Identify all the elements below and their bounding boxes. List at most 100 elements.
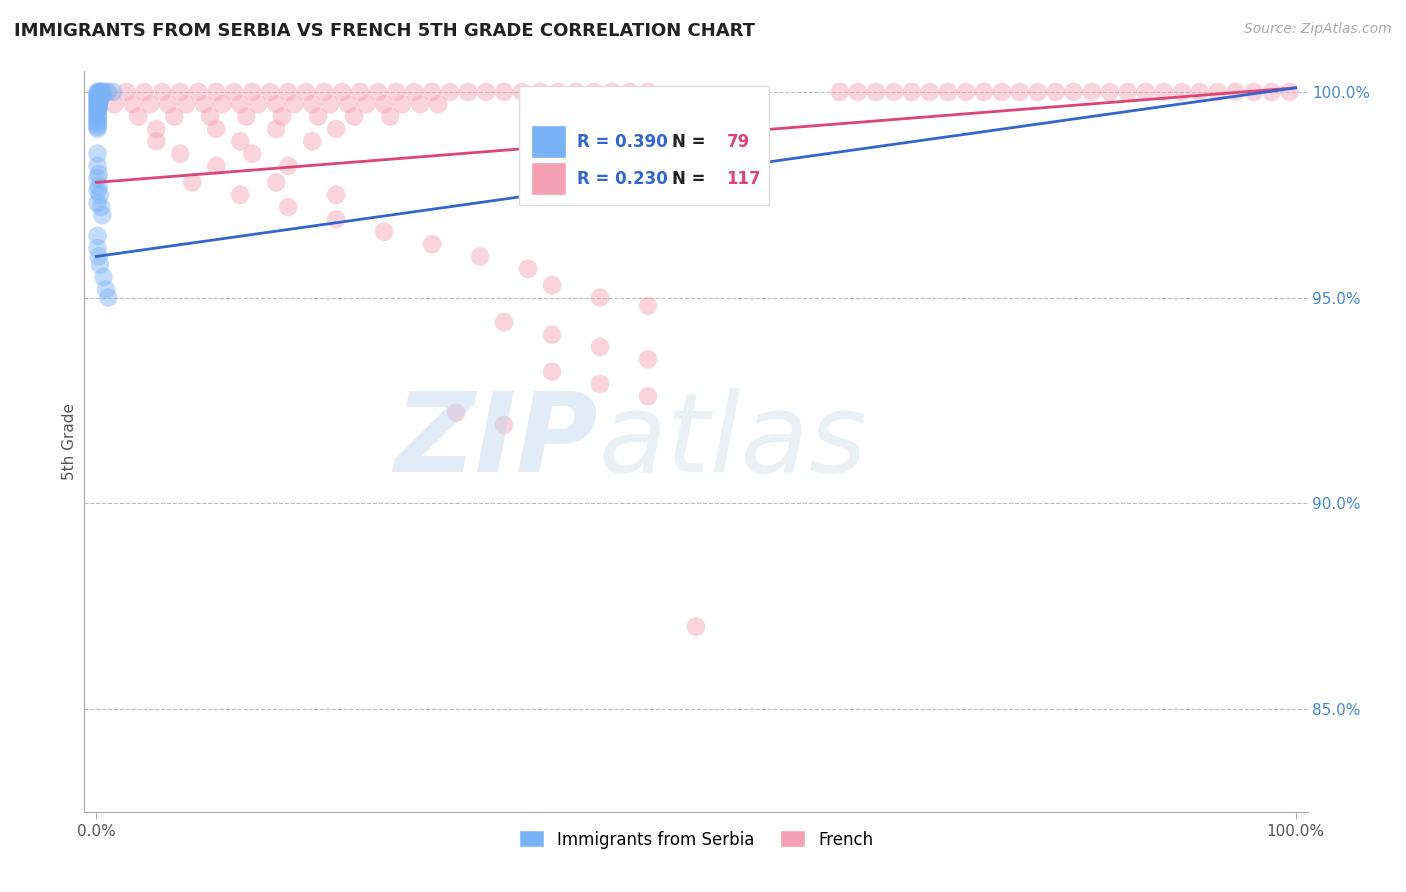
Point	[96, 85, 118, 99]
Point	[86, 110, 108, 124]
Point	[139, 97, 162, 112]
Point	[91, 208, 114, 222]
Point	[301, 134, 323, 148]
Point	[240, 85, 263, 99]
Point	[330, 85, 353, 99]
Point	[846, 85, 869, 99]
Point	[211, 97, 233, 112]
Point	[229, 97, 252, 112]
Point	[277, 200, 299, 214]
Point	[86, 122, 108, 136]
Point	[89, 87, 111, 101]
Point	[94, 282, 117, 296]
Point	[101, 85, 124, 99]
Point	[87, 250, 110, 264]
Point	[494, 418, 516, 433]
Point	[86, 89, 108, 103]
Point	[901, 85, 924, 99]
Point	[86, 120, 108, 134]
Point	[97, 291, 120, 305]
FancyBboxPatch shape	[531, 162, 567, 195]
Point	[307, 110, 329, 124]
Point	[1008, 85, 1031, 99]
Point	[115, 85, 138, 99]
Point	[391, 97, 413, 112]
Point	[619, 85, 641, 99]
Point	[87, 95, 110, 110]
Point	[301, 97, 323, 112]
Point	[97, 85, 120, 99]
Point	[87, 179, 110, 194]
Point	[444, 406, 467, 420]
Point	[259, 85, 281, 99]
Point	[955, 85, 977, 99]
Point	[134, 85, 156, 99]
Text: N =: N =	[672, 133, 704, 151]
Point	[367, 85, 389, 99]
Point	[1063, 85, 1085, 99]
Point	[87, 167, 110, 181]
Point	[589, 376, 612, 391]
Point	[277, 159, 299, 173]
Point	[235, 110, 257, 124]
Point	[420, 85, 443, 99]
Point	[271, 110, 294, 124]
Point	[1278, 85, 1301, 99]
Point	[89, 93, 111, 107]
Point	[380, 110, 402, 124]
Point	[157, 97, 180, 112]
Point	[145, 122, 167, 136]
Point	[349, 85, 371, 99]
Point	[264, 97, 287, 112]
Point	[174, 97, 197, 112]
Point	[589, 291, 612, 305]
Point	[240, 146, 263, 161]
Point	[86, 184, 108, 198]
Point	[86, 171, 108, 186]
Point	[314, 85, 336, 99]
Point	[1188, 85, 1211, 99]
Point	[637, 389, 659, 403]
Point	[169, 146, 191, 161]
Point	[89, 85, 111, 99]
Point	[1026, 85, 1049, 99]
Point	[103, 97, 125, 112]
Point	[205, 159, 228, 173]
Point	[373, 97, 395, 112]
Point	[565, 85, 588, 99]
Point	[91, 85, 114, 99]
Point	[163, 110, 186, 124]
Point	[883, 85, 905, 99]
Point	[1135, 85, 1157, 99]
Text: Source: ZipAtlas.com: Source: ZipAtlas.com	[1244, 22, 1392, 37]
Point	[87, 97, 110, 112]
Text: ZIP: ZIP	[395, 388, 598, 495]
Point	[541, 327, 564, 342]
Point	[86, 103, 108, 118]
Point	[325, 212, 347, 227]
Point	[685, 620, 707, 634]
Text: R = 0.390: R = 0.390	[578, 133, 668, 151]
Point	[541, 365, 564, 379]
FancyBboxPatch shape	[531, 126, 567, 158]
Point	[87, 87, 110, 101]
Point	[991, 85, 1014, 99]
Point	[205, 122, 228, 136]
Point	[87, 93, 110, 107]
Point	[86, 196, 108, 211]
Point	[224, 85, 246, 99]
Point	[127, 110, 149, 124]
Point	[1225, 85, 1247, 99]
Point	[637, 299, 659, 313]
FancyBboxPatch shape	[519, 87, 769, 204]
Point	[494, 85, 516, 99]
Point	[86, 228, 108, 243]
Point	[90, 87, 112, 101]
Point	[494, 315, 516, 329]
Text: atlas: atlas	[598, 388, 866, 495]
Point	[343, 110, 366, 124]
Point	[86, 93, 108, 107]
Text: IMMIGRANTS FROM SERBIA VS FRENCH 5TH GRADE CORRELATION CHART: IMMIGRANTS FROM SERBIA VS FRENCH 5TH GRA…	[14, 22, 755, 40]
Point	[87, 89, 110, 103]
Point	[93, 270, 115, 285]
